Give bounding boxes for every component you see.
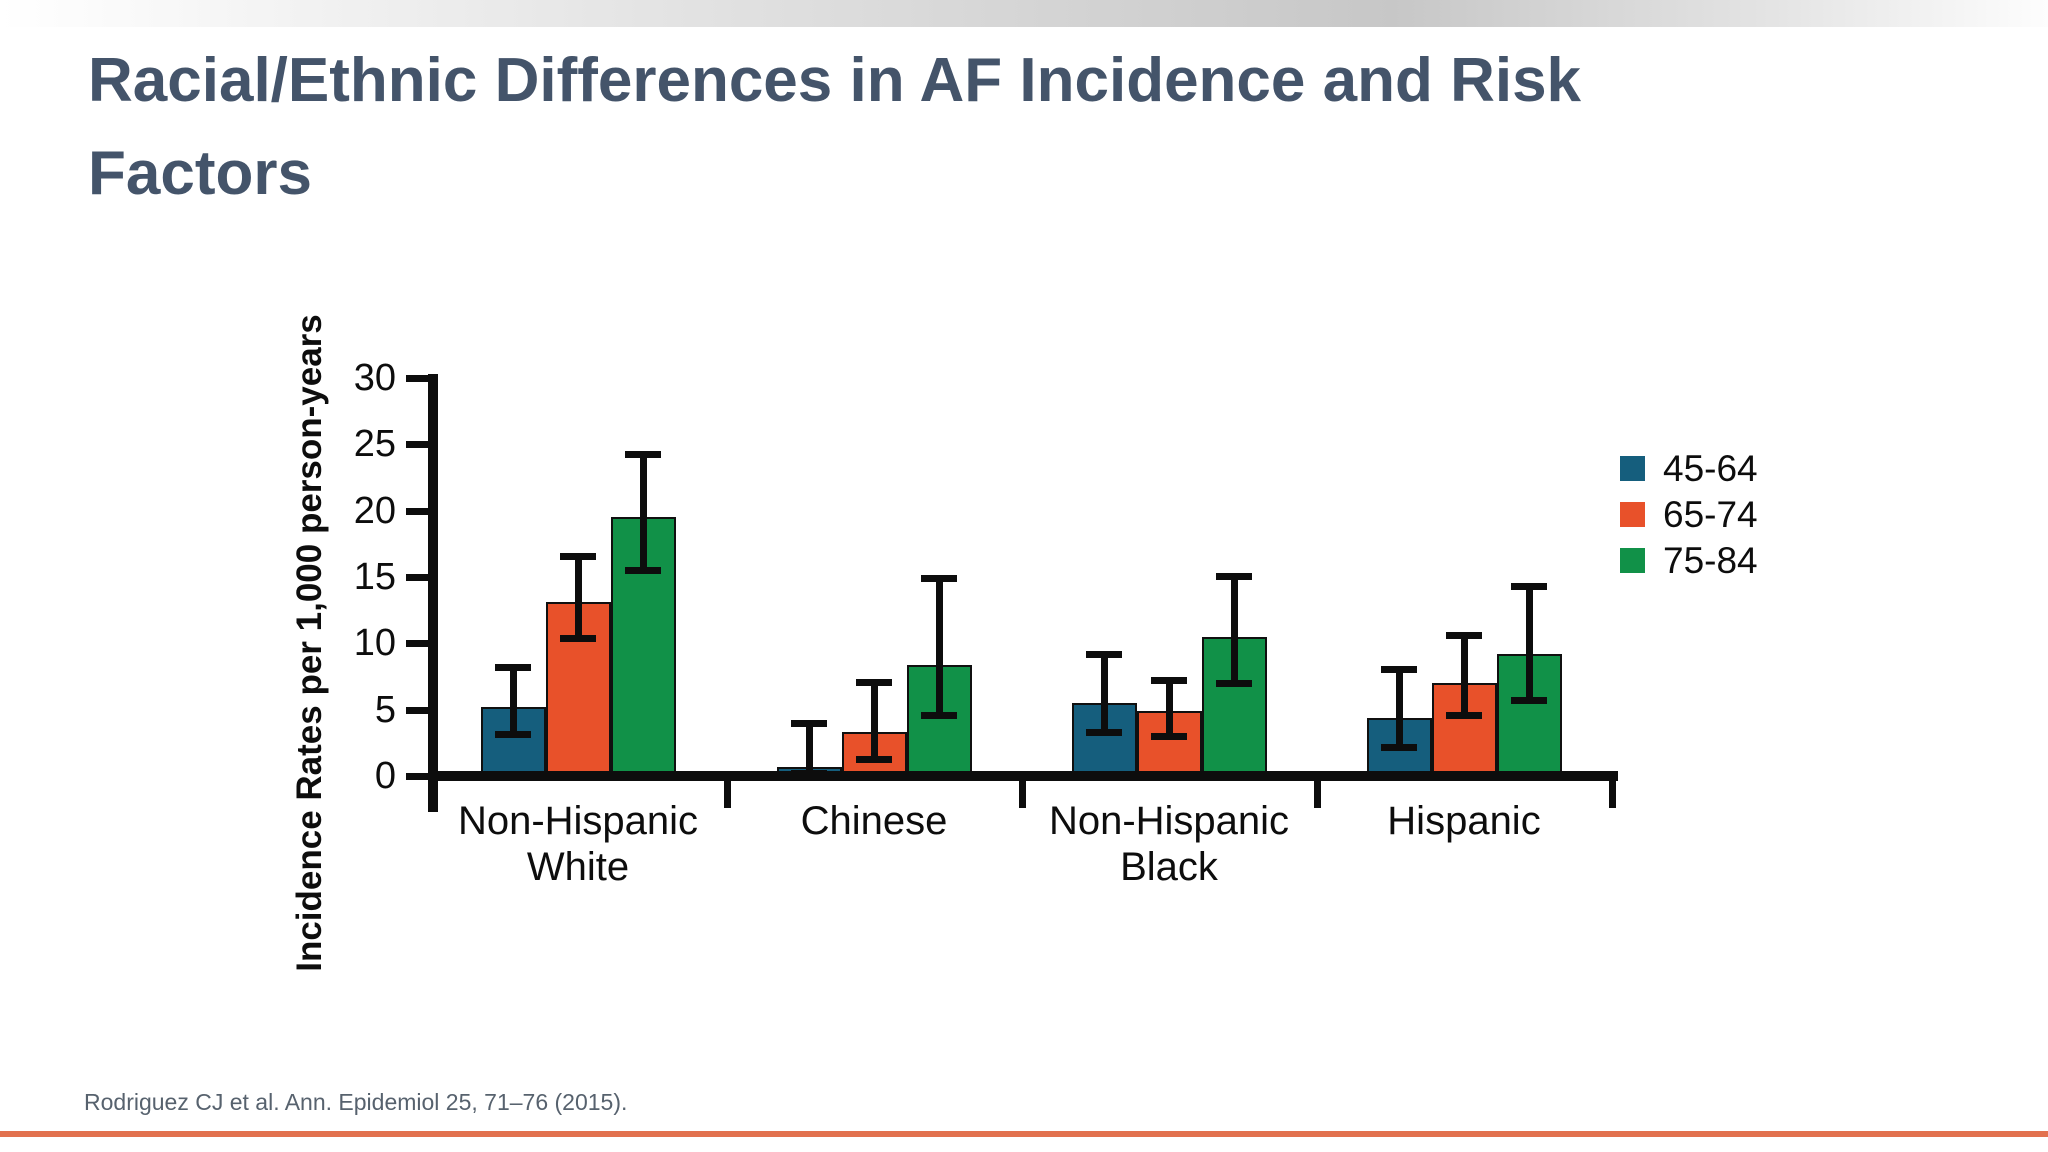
error-cap-bottom	[1511, 697, 1547, 705]
error-cap-top	[1086, 650, 1122, 658]
error-cap-bottom	[791, 770, 827, 778]
y-tick-mark	[406, 640, 428, 648]
x-category-label: Hispanic	[1387, 799, 1541, 843]
error-cap-bottom	[1216, 680, 1252, 688]
slide-title-line2: Factors	[88, 139, 312, 208]
error-cap-top	[560, 552, 596, 560]
error-bar-75-84-group1	[935, 578, 943, 715]
error-bar-45-64-group0	[509, 667, 517, 734]
y-tick-label: 15	[353, 555, 396, 598]
x-tick-mark	[1609, 781, 1616, 808]
y-tick-mark	[406, 573, 428, 581]
error-cap-top	[625, 450, 661, 458]
error-bar-75-84-group2	[1230, 575, 1238, 684]
citation-text: Rodriguez CJ et al. Ann. Epidemiol 25, 7…	[84, 1089, 628, 1115]
error-bar-75-84-group3	[1525, 586, 1533, 701]
error-bar-45-64-group1	[805, 722, 813, 774]
error-bar-65-74-group3	[1460, 635, 1468, 715]
error-cap-top	[791, 719, 827, 727]
error-cap-top	[1151, 677, 1187, 685]
y-tick-label: 0	[374, 755, 396, 797]
error-bar-65-74-group0	[574, 555, 582, 639]
bottom-accent-line	[0, 1131, 2048, 1137]
y-tick-label: 25	[353, 423, 396, 466]
x-category-label: Non-Hispanic Black	[1048, 799, 1290, 890]
error-cap-bottom	[1446, 711, 1482, 719]
error-cap-bottom	[560, 635, 596, 643]
error-cap-bottom	[1086, 729, 1122, 737]
legend-swatch-65-74	[1620, 502, 1645, 527]
x-tick-mark	[724, 781, 731, 808]
slide-title-line1: Racial/Ethnic Differences in AF Incidenc…	[88, 46, 1582, 115]
error-bar-65-74-group1	[870, 681, 878, 759]
legend-label-45-64: 45-64	[1663, 448, 1758, 489]
error-cap-top	[495, 664, 531, 672]
y-tick-label: 10	[353, 622, 396, 665]
y-tick-mark	[406, 507, 428, 515]
error-cap-top	[1216, 572, 1252, 580]
error-cap-bottom	[495, 730, 531, 738]
legend-label-75-84: 75-84	[1663, 540, 1758, 581]
error-cap-bottom	[921, 711, 957, 719]
error-bar-75-84-group0	[639, 453, 647, 571]
legend-swatch-45-64	[1620, 456, 1645, 481]
y-tick-label: 5	[374, 688, 396, 731]
x-tick-mark	[1314, 781, 1321, 808]
error-cap-top	[1511, 583, 1547, 591]
y-tick-label: 20	[353, 489, 396, 532]
error-cap-bottom	[1381, 743, 1417, 751]
y-axis-line	[428, 374, 438, 812]
x-category-label: Non-Hispanic White	[457, 799, 699, 890]
error-bar-65-74-group2	[1165, 680, 1173, 737]
top-gradient-bar	[0, 0, 2048, 27]
error-cap-bottom	[625, 567, 661, 575]
error-cap-bottom	[856, 755, 892, 763]
x-axis-line	[428, 771, 1618, 781]
y-tick-label: 30	[353, 356, 396, 399]
x-category-label: Chinese	[800, 799, 948, 843]
error-cap-top	[1381, 665, 1417, 673]
y-tick-mark	[406, 441, 428, 449]
x-tick-mark	[1019, 781, 1026, 808]
error-cap-top	[921, 575, 957, 583]
error-bar-45-64-group3	[1395, 668, 1403, 747]
y-tick-mark	[406, 374, 428, 382]
error-cap-bottom	[1151, 733, 1187, 741]
y-tick-mark	[406, 706, 428, 714]
error-cap-top	[856, 678, 892, 686]
legend-swatch-75-84	[1620, 548, 1645, 573]
error-bar-45-64-group2	[1100, 653, 1108, 733]
error-cap-top	[1446, 632, 1482, 640]
legend-label-65-74: 65-74	[1663, 494, 1758, 535]
slide-title: Racial/Ethnic Differences in AF Incidenc…	[88, 34, 1928, 220]
y-tick-mark	[406, 773, 428, 780]
